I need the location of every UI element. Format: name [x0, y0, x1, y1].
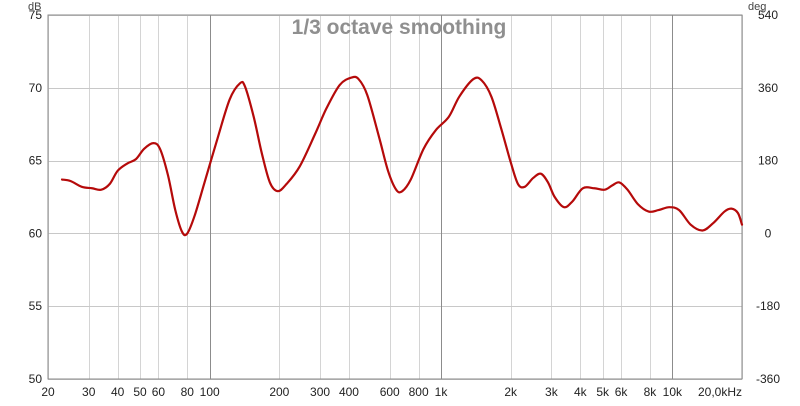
x-axis-labels: 20 30 40 50 60 80 100 200 300 400 600 800 1k 2k 3k 4k 5k…: [41, 385, 742, 399]
y-left-unit-label: dB: [28, 1, 41, 13]
major-grid: [210, 15, 673, 379]
y-left-tick-label: 65: [29, 154, 43, 168]
x-tick-label: 5k: [596, 385, 610, 399]
y-right-axis-labels: -360 -180 0 180 360 540: [756, 8, 780, 386]
x-tick-label: 80: [181, 385, 195, 399]
x-tick-label: 300: [310, 385, 330, 399]
y-left-tick-label: 50: [29, 372, 43, 386]
y-left-tick-label: 70: [29, 81, 43, 95]
y-right-tick-label: 180: [758, 154, 778, 168]
y-left-tick-label: 55: [29, 299, 43, 313]
x-tick-label: 200: [269, 385, 289, 399]
plot-frame: [47, 14, 743, 380]
y-right-tick-label: 360: [758, 81, 778, 95]
x-tick-label: 10k: [663, 385, 683, 399]
x-tick-label: 1k: [435, 385, 449, 399]
y-left-tick-label: 75: [29, 8, 43, 22]
chart-title: 1/3 octave smoothing: [292, 16, 507, 39]
x-tick-label: 6k: [615, 385, 629, 399]
series-line: [60, 75, 744, 237]
x-tick-label: 8k: [644, 385, 658, 399]
x-tick-label: 400: [339, 385, 359, 399]
x-tick-label: 3k: [545, 385, 559, 399]
x-tick-label: 50: [133, 385, 147, 399]
y-right-unit-label: deg: [748, 1, 766, 13]
x-tick-label: 20,0kHz: [698, 385, 742, 399]
x-tick-label: 800: [409, 385, 429, 399]
x-tick-label: 100: [200, 385, 220, 399]
y-right-tick-label: -360: [756, 372, 780, 386]
y-left-tick-label: 60: [29, 226, 43, 240]
series-layer: [60, 75, 744, 237]
x-tick-label: 60: [152, 385, 166, 399]
y-right-tick-label: 540: [758, 8, 778, 22]
y-left-axis-labels: 50 55 60 65 70 75: [29, 8, 43, 386]
y-right-tick-label: 0: [765, 226, 772, 240]
x-tick-label: 40: [111, 385, 125, 399]
x-tick-label: 2k: [504, 385, 518, 399]
x-tick-label: 20: [41, 385, 55, 399]
y-right-tick-label: -180: [756, 299, 780, 313]
x-tick-label: 4k: [574, 385, 588, 399]
x-tick-label: 30: [82, 385, 96, 399]
x-tick-label: 600: [380, 385, 400, 399]
